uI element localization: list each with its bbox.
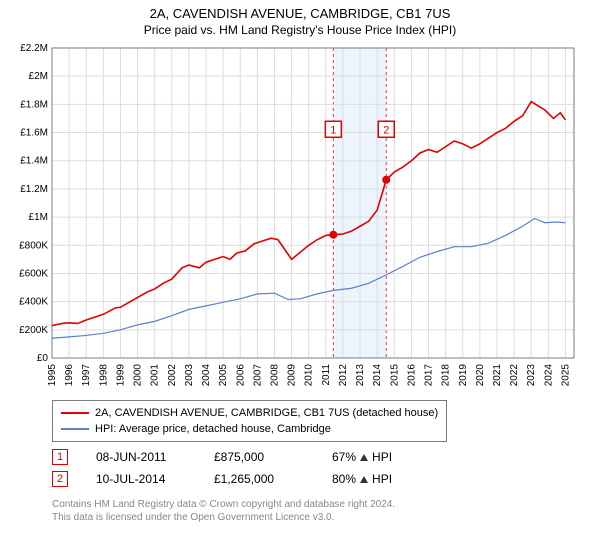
svg-text:2022: 2022 <box>509 364 520 387</box>
svg-text:2023: 2023 <box>526 364 537 387</box>
svg-text:2000: 2000 <box>133 364 144 387</box>
sale-badge: 1 <box>52 449 68 465</box>
svg-text:1996: 1996 <box>64 364 75 387</box>
svg-text:1995: 1995 <box>47 364 58 387</box>
svg-text:2004: 2004 <box>201 364 212 387</box>
svg-text:£1.2M: £1.2M <box>20 184 48 195</box>
sale-row: 2 10-JUL-2014 £1,265,000 80% HPI <box>52 468 392 490</box>
svg-text:£1M: £1M <box>29 212 48 223</box>
sales-annotations: 1 08-JUN-2011 £875,000 67% HPI 2 10-JUL-… <box>52 446 392 490</box>
svg-text:£400K: £400K <box>19 297 48 308</box>
legend-swatch <box>61 428 89 430</box>
svg-text:2012: 2012 <box>338 364 349 387</box>
svg-text:2021: 2021 <box>492 364 503 387</box>
svg-text:1: 1 <box>330 124 336 136</box>
svg-text:£1.6M: £1.6M <box>20 128 48 139</box>
svg-text:2017: 2017 <box>424 364 435 387</box>
svg-text:2024: 2024 <box>543 364 554 387</box>
sale-pct-value: 80% <box>332 472 356 486</box>
svg-text:£600K: £600K <box>19 268 48 279</box>
svg-text:2020: 2020 <box>475 364 486 387</box>
legend-row: 2A, CAVENDISH AVENUE, CAMBRIDGE, CB1 7US… <box>61 405 438 421</box>
sale-date: 10-JUL-2014 <box>96 472 186 486</box>
svg-text:2005: 2005 <box>218 364 229 387</box>
sale-vs-hpi: 80% HPI <box>332 472 392 486</box>
svg-text:£200K: £200K <box>19 325 48 336</box>
svg-text:2002: 2002 <box>167 364 178 387</box>
svg-text:2006: 2006 <box>235 364 246 387</box>
legend-box: 2A, CAVENDISH AVENUE, CAMBRIDGE, CB1 7US… <box>52 400 447 442</box>
svg-text:£1.4M: £1.4M <box>20 156 48 167</box>
chart-container: 2A, CAVENDISH AVENUE, CAMBRIDGE, CB1 7US… <box>0 0 600 560</box>
svg-text:2008: 2008 <box>269 364 280 387</box>
sale-price: £1,265,000 <box>214 472 304 486</box>
sale-pct-note: HPI <box>372 472 392 486</box>
chart-area: £0 £200K £400K £600K £800K £1M £1.2M £1.4M £1.6M… <box>10 44 580 390</box>
svg-text:2016: 2016 <box>406 364 417 387</box>
svg-text:1997: 1997 <box>81 364 92 387</box>
svg-text:2009: 2009 <box>287 364 298 387</box>
svg-text:2015: 2015 <box>389 364 400 387</box>
sale-pct-note: HPI <box>372 450 392 464</box>
footer-attribution: Contains HM Land Registry data © Crown c… <box>52 498 395 524</box>
svg-text:2014: 2014 <box>372 364 383 387</box>
arrow-up-icon <box>360 454 368 461</box>
legend-label: HPI: Average price, detached house, Camb… <box>95 423 331 435</box>
svg-text:2019: 2019 <box>458 364 469 387</box>
line-chart-svg: £0 £200K £400K £600K £800K £1M £1.2M £1.4M £1.6M… <box>10 44 580 390</box>
svg-text:2001: 2001 <box>150 364 161 387</box>
sale-row: 1 08-JUN-2011 £875,000 67% HPI <box>52 446 392 468</box>
svg-text:£2.2M: £2.2M <box>20 44 48 54</box>
sale-price: £875,000 <box>214 450 304 464</box>
legend-row: HPI: Average price, detached house, Camb… <box>61 421 438 437</box>
footer-line: Contains HM Land Registry data © Crown c… <box>52 498 395 511</box>
legend-swatch <box>61 412 89 414</box>
legend-label: 2A, CAVENDISH AVENUE, CAMBRIDGE, CB1 7US… <box>95 407 438 419</box>
svg-text:2003: 2003 <box>184 364 195 387</box>
sale-vs-hpi: 67% HPI <box>332 450 392 464</box>
svg-text:2007: 2007 <box>252 364 263 387</box>
svg-text:£1.8M: £1.8M <box>20 99 48 110</box>
sale-pct-value: 67% <box>332 450 356 464</box>
title-block: 2A, CAVENDISH AVENUE, CAMBRIDGE, CB1 7US… <box>0 0 600 37</box>
svg-text:£800K: £800K <box>19 240 48 251</box>
svg-text:2018: 2018 <box>441 364 452 387</box>
chart-subtitle: Price paid vs. HM Land Registry's House … <box>0 23 600 37</box>
svg-text:2025: 2025 <box>560 364 571 387</box>
chart-title: 2A, CAVENDISH AVENUE, CAMBRIDGE, CB1 7US <box>0 6 600 21</box>
svg-text:£0: £0 <box>37 353 49 364</box>
svg-text:2013: 2013 <box>355 364 366 387</box>
sale-date: 08-JUN-2011 <box>96 450 186 464</box>
svg-text:1998: 1998 <box>98 364 109 387</box>
svg-text:2011: 2011 <box>321 364 332 386</box>
svg-text:£2M: £2M <box>29 71 48 82</box>
svg-text:2: 2 <box>383 124 389 136</box>
arrow-up-icon <box>360 476 368 483</box>
footer-line: This data is licensed under the Open Gov… <box>52 511 395 524</box>
svg-text:2010: 2010 <box>304 364 315 387</box>
sale-badge: 2 <box>52 471 68 487</box>
svg-text:1999: 1999 <box>115 364 126 387</box>
